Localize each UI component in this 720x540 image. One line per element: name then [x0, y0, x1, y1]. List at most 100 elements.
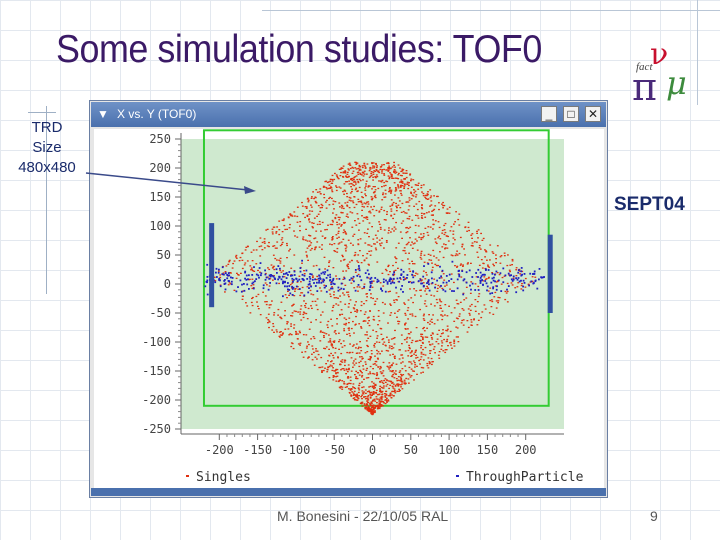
singles-point — [376, 176, 379, 178]
singles-point — [319, 210, 322, 213]
singles-point — [386, 365, 389, 367]
singles-point — [478, 264, 481, 266]
singles-point — [489, 287, 492, 289]
singles-point — [313, 364, 316, 366]
singles-point — [409, 237, 411, 239]
singles-point — [360, 262, 363, 264]
singles-point — [374, 360, 377, 363]
singles-point — [410, 331, 412, 333]
throughparticle-point — [458, 275, 461, 278]
singles-point — [392, 347, 395, 349]
singles-point — [395, 261, 397, 264]
singles-point — [475, 276, 478, 278]
singles-point — [334, 250, 337, 253]
singles-point — [448, 212, 451, 214]
singles-point — [480, 259, 483, 261]
singles-point — [432, 333, 434, 335]
singles-point — [281, 219, 284, 221]
singles-point — [416, 240, 418, 242]
singles-point — [408, 197, 411, 199]
singles-point — [358, 374, 361, 376]
singles-point — [453, 339, 456, 341]
singles-point — [342, 231, 345, 234]
singles-point — [307, 357, 309, 359]
singles-point — [378, 341, 381, 343]
singles-point — [361, 171, 364, 173]
singles-point — [358, 286, 361, 288]
singles-point — [331, 219, 334, 222]
singles-point — [422, 367, 425, 369]
singles-point — [375, 162, 377, 165]
singles-point — [364, 389, 367, 391]
singles-point — [381, 396, 384, 398]
singles-point — [403, 178, 405, 180]
throughparticle-point — [494, 273, 496, 276]
singles-point — [420, 187, 423, 189]
singles-point — [403, 382, 406, 385]
window-menu-chevron-icon[interactable]: ▼ — [97, 107, 109, 121]
singles-point — [511, 264, 513, 266]
throughparticle-point — [329, 273, 331, 276]
singles-point — [346, 333, 348, 335]
singles-point — [345, 246, 348, 248]
singles-point — [388, 178, 391, 180]
maximize-button[interactable]: □ — [563, 106, 579, 122]
singles-point — [400, 384, 402, 386]
throughparticle-point — [252, 287, 255, 290]
singles-point — [336, 221, 338, 223]
singles-point — [401, 237, 403, 239]
singles-point — [298, 330, 301, 332]
singles-point — [302, 334, 305, 336]
singles-point — [333, 370, 335, 372]
throughparticle-point — [475, 272, 477, 274]
singles-point — [441, 310, 444, 312]
throughparticle-point — [509, 274, 511, 277]
singles-point — [344, 230, 346, 233]
singles-point — [451, 347, 453, 349]
singles-point — [366, 351, 369, 353]
singles-point — [287, 328, 290, 330]
singles-point — [374, 247, 377, 249]
singles-point — [351, 277, 354, 280]
close-button[interactable]: ✕ — [585, 106, 601, 122]
singles-point — [233, 289, 236, 291]
singles-point — [363, 162, 366, 164]
singles-point — [335, 278, 338, 280]
singles-point — [346, 377, 349, 379]
singles-point — [435, 257, 438, 259]
throughparticle-point — [515, 277, 517, 280]
singles-point — [372, 410, 374, 412]
singles-point — [488, 312, 491, 314]
throughparticle-point — [528, 284, 530, 287]
singles-point — [352, 170, 355, 172]
singles-point — [499, 262, 502, 264]
singles-point — [404, 252, 407, 254]
throughparticle-point — [465, 281, 468, 284]
singles-point — [353, 332, 355, 334]
singles-point — [455, 336, 458, 338]
singles-point — [357, 239, 360, 241]
singles-point — [299, 225, 301, 227]
singles-point — [357, 397, 360, 399]
singles-point — [328, 260, 331, 262]
singles-point — [270, 264, 273, 266]
singles-point — [383, 209, 386, 212]
throughparticle-point — [408, 281, 410, 283]
singles-point — [397, 376, 400, 378]
singles-point — [327, 224, 329, 226]
window-titlebar[interactable]: ▼ X vs. Y (TOF0) _ □ ✕ — [91, 102, 606, 127]
singles-point — [335, 373, 337, 375]
throughparticle-point — [477, 276, 479, 278]
minimize-button[interactable]: _ — [541, 106, 557, 122]
singles-point — [365, 195, 367, 197]
singles-point — [346, 171, 349, 173]
singles-point — [401, 354, 404, 356]
singles-point — [482, 280, 485, 282]
singles-point — [470, 319, 473, 321]
singles-point — [333, 340, 336, 342]
throughparticle-point — [267, 288, 270, 291]
singles-point — [431, 363, 433, 366]
singles-point — [429, 226, 432, 228]
singles-point — [224, 291, 226, 293]
